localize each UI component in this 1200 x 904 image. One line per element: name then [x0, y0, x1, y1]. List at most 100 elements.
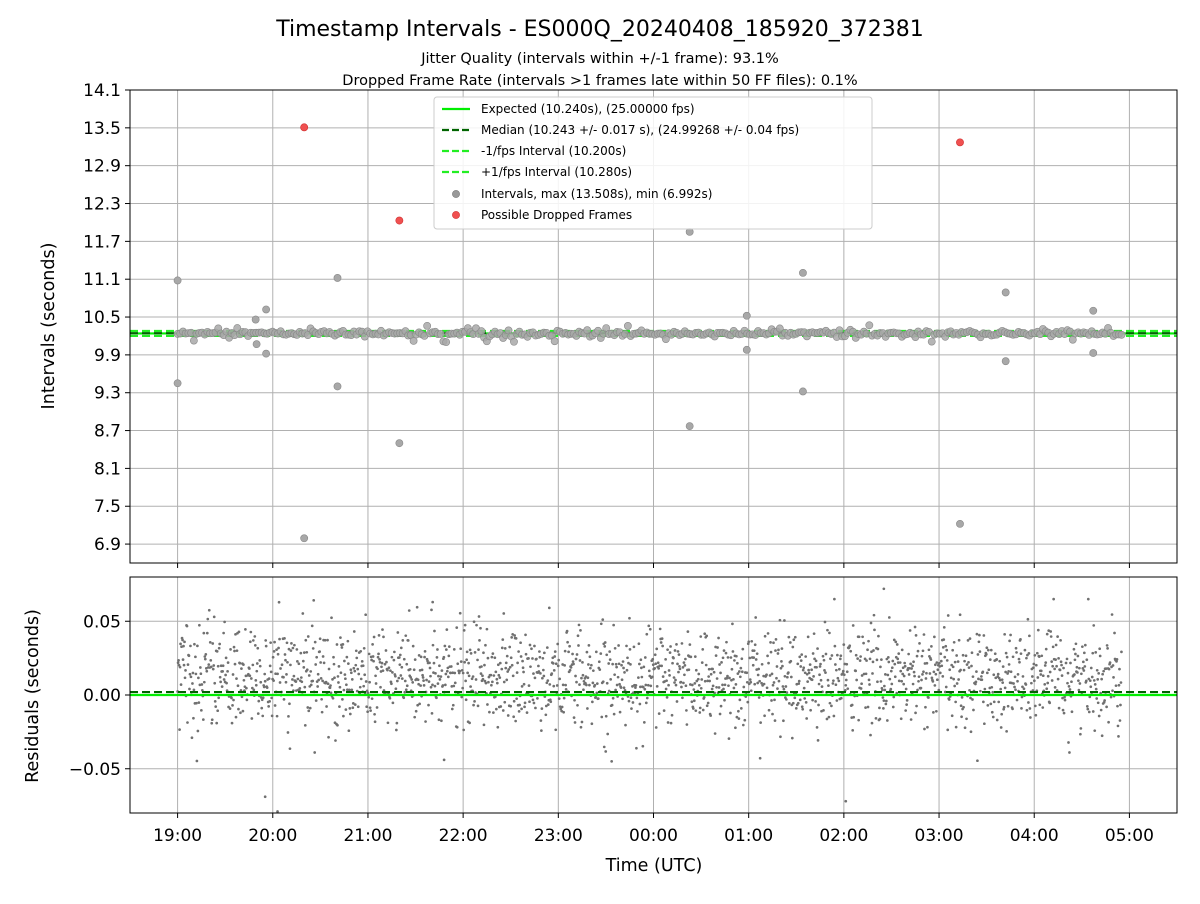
intervals-y-tick-label: 11.7 [83, 232, 121, 252]
legend-dropped-marker [452, 211, 460, 219]
residual-point [1023, 648, 1027, 652]
residual-point [1056, 635, 1059, 639]
residual-point [219, 664, 223, 668]
residual-point [435, 696, 438, 700]
residual-point [859, 655, 862, 658]
residual-point [818, 673, 821, 677]
residual-point [382, 635, 385, 639]
residual-point [912, 670, 916, 674]
residual-point [601, 680, 605, 684]
residual-point [992, 700, 996, 704]
residual-point [982, 700, 985, 704]
residual-point [1095, 697, 1099, 700]
residual-point [413, 715, 417, 719]
residual-point [510, 636, 514, 639]
residual-point [1057, 656, 1060, 660]
residual-point [634, 684, 638, 687]
residual-point [503, 647, 507, 650]
residual-point [701, 708, 705, 712]
residual-point [509, 656, 513, 660]
residual-point [920, 654, 924, 658]
residual-point [995, 718, 999, 722]
residual-point [646, 683, 650, 687]
residual-point [693, 655, 697, 658]
residual-point [306, 706, 310, 709]
residual-point [715, 677, 719, 680]
residual-point [213, 699, 217, 703]
residual-point [909, 662, 912, 666]
residual-point [402, 696, 406, 700]
x-tick-label: 04:00 [1010, 826, 1059, 846]
residual-point [1062, 711, 1066, 715]
residual-point [492, 674, 496, 677]
residual-point [458, 669, 462, 673]
residual-point [542, 668, 545, 672]
residual-point [1062, 666, 1065, 670]
residual-point [739, 706, 743, 710]
residual-point [791, 701, 795, 705]
residual-point [800, 705, 804, 709]
residual-point [651, 657, 655, 661]
residual-point [604, 714, 608, 718]
residual-point [1088, 695, 1092, 699]
residual-point [960, 696, 964, 699]
residual-point [647, 624, 651, 628]
residual-point [662, 709, 666, 712]
residual-point [423, 655, 426, 659]
residual-point [469, 685, 472, 688]
residual-point [355, 689, 359, 693]
residual-point [259, 680, 263, 684]
residual-point [1051, 645, 1055, 649]
residual-point [987, 668, 991, 672]
residual-point [539, 671, 542, 675]
residual-point [753, 682, 757, 686]
residual-point [435, 655, 439, 659]
residual-point [707, 667, 711, 671]
residual-point [427, 680, 431, 683]
residual-point [618, 682, 621, 686]
residual-point [216, 664, 220, 668]
residual-point [506, 714, 510, 717]
residual-point [962, 668, 966, 672]
residual-point [512, 699, 516, 703]
residual-point [638, 662, 641, 666]
residual-point [1033, 704, 1037, 708]
residual-point [799, 665, 803, 668]
residual-point [927, 696, 930, 699]
residual-point [921, 649, 925, 653]
residual-point [985, 671, 989, 675]
residual-point [666, 721, 670, 724]
residual-point [748, 656, 752, 660]
residual-point [760, 681, 763, 685]
residual-point [628, 616, 631, 620]
residual-point [603, 645, 607, 648]
residual-point [971, 698, 974, 701]
residual-point [182, 663, 186, 667]
residual-point [803, 671, 807, 675]
residual-point [425, 678, 428, 682]
residual-point [730, 667, 734, 671]
residual-point [668, 674, 671, 677]
residual-point [781, 664, 784, 668]
residual-point [692, 688, 696, 691]
residual-point [866, 648, 869, 652]
residual-point [939, 652, 943, 656]
residual-point [269, 670, 273, 674]
residual-point [816, 647, 819, 650]
residual-point [930, 645, 933, 648]
residual-point [1016, 679, 1019, 683]
residual-point [237, 707, 240, 711]
residual-point [805, 717, 809, 720]
residual-point [819, 662, 822, 666]
residual-point [805, 672, 809, 676]
residual-point [561, 683, 565, 687]
x-axis-label: Time (UTC) [605, 856, 703, 876]
residual-point [1032, 679, 1036, 683]
residual-point [432, 661, 436, 665]
residual-point [975, 670, 978, 673]
residual-point [879, 665, 882, 669]
residual-point [273, 640, 276, 644]
residual-point [1100, 734, 1104, 738]
residual-point [665, 696, 669, 699]
residual-point [256, 712, 260, 715]
